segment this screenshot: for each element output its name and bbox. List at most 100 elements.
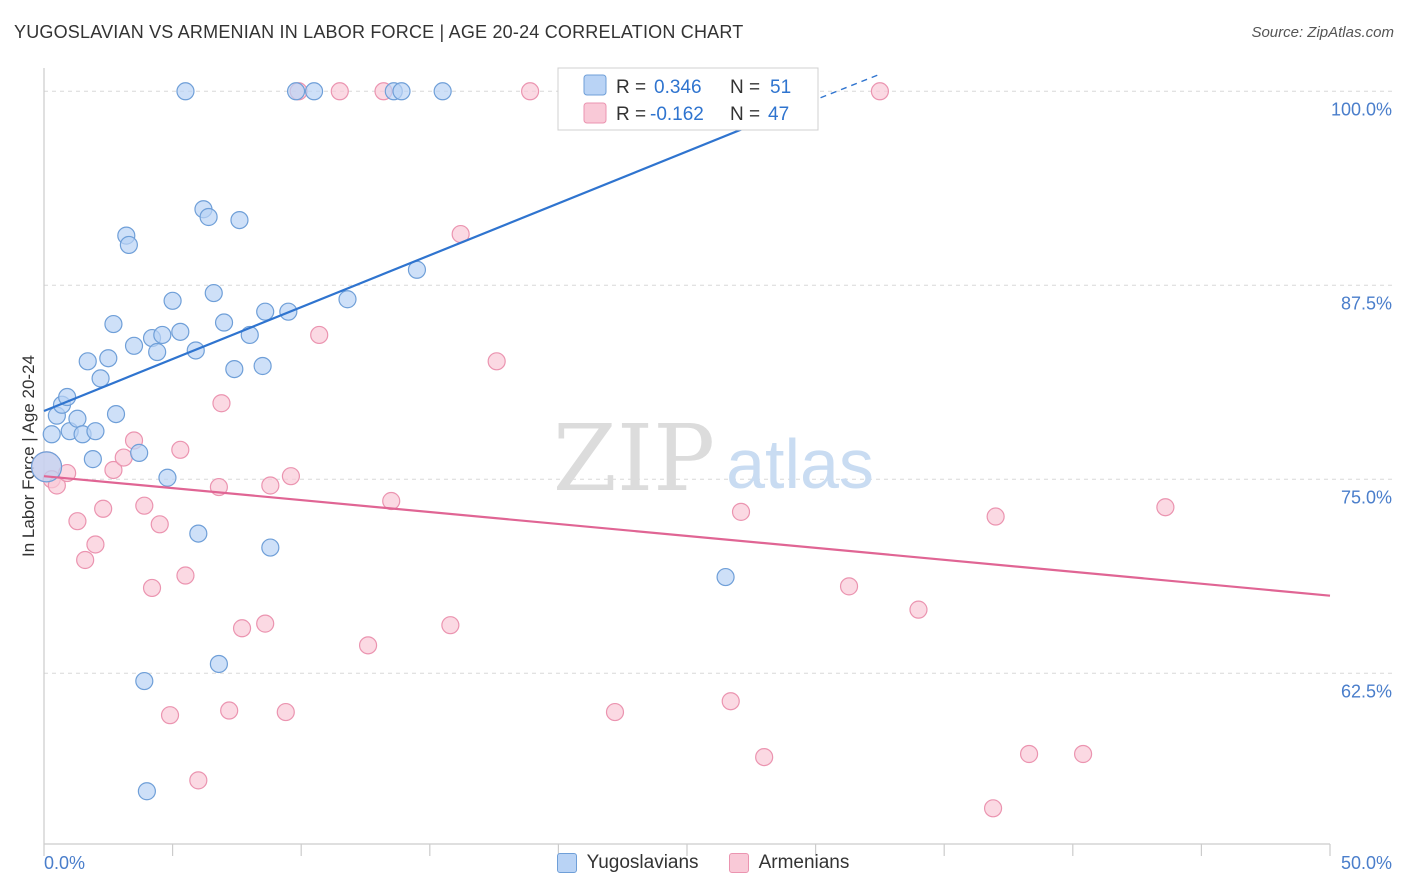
series-legend: Yugoslavians Armenians — [0, 852, 1406, 874]
armenians-point — [755, 747, 774, 767]
yugoslavians-point — [163, 291, 182, 310]
watermark: ZIP atlas — [553, 405, 874, 512]
legend-label-armenians: Armenians — [758, 852, 850, 873]
legend-swatch-pink — [583, 102, 607, 124]
armenians-point — [276, 702, 295, 722]
legend-r-value-pink: -0.162 — [650, 104, 704, 125]
y-tick-label: 75.0% — [1341, 487, 1392, 507]
trend-line-yugoslavians — [43, 108, 791, 413]
yugoslavians-point — [148, 342, 167, 362]
armenians-point — [521, 82, 540, 101]
armenians-point — [731, 502, 751, 521]
armenians-point — [104, 460, 123, 480]
legend-swatch-yugoslavians — [556, 853, 577, 873]
armenians-point — [310, 325, 329, 345]
armenians-point — [358, 636, 378, 655]
armenians-point — [171, 440, 190, 459]
yugoslavians-point — [104, 314, 123, 334]
yugoslavians-point — [153, 325, 172, 345]
legend-r-label-pink: R = — [616, 104, 646, 125]
yugoslavians-point — [119, 235, 138, 255]
yugoslavians-point — [83, 450, 102, 469]
yugoslavians-point — [392, 82, 411, 101]
yugoslavians-point — [433, 82, 452, 101]
yugoslavians-point — [225, 359, 244, 379]
x-tick-labels: 0.0% 50.0% — [44, 853, 1392, 873]
armenians-point — [986, 507, 1005, 526]
yugoslavians-point — [91, 369, 110, 388]
legend-n-label-pink: N = — [730, 104, 760, 125]
armenians-point — [135, 496, 154, 515]
yugoslavians-point — [261, 538, 280, 557]
legend-r-value-blue: 0.346 — [654, 77, 702, 98]
armenians-point — [76, 550, 95, 570]
yugoslavians-point — [130, 443, 149, 462]
armenians-point — [256, 614, 275, 633]
y-tick-labels: 100.0% 87.5% 75.0% 62.5% — [1331, 99, 1392, 701]
yugoslavians-point — [158, 468, 177, 487]
x-tick-label-min: 0.0% — [44, 853, 85, 873]
legend-item-yugoslavians: Yugoslavians — [556, 852, 699, 874]
armenians-point — [86, 535, 105, 554]
watermark-zip: ZIP — [553, 405, 715, 512]
yugoslavians-point — [209, 654, 228, 674]
armenians-point — [212, 394, 231, 413]
armenians-point — [721, 692, 740, 711]
armenians-point — [605, 702, 625, 722]
yugoslavians-point — [99, 349, 118, 368]
trend-line-armenians — [43, 475, 1331, 597]
armenians-point — [176, 566, 195, 585]
armenians-point — [909, 600, 928, 619]
armenians-point — [1073, 744, 1093, 764]
chart-title: YUGOSLAVIAN VS ARMENIAN IN LABOR FORCE |… — [14, 22, 744, 42]
yugoslavians-point — [68, 409, 87, 428]
x-tick-label-max: 50.0% — [1341, 853, 1392, 873]
yugoslavians-point — [338, 290, 357, 309]
correlation-legend: R = 0.346 N = 51 R = -0.162 N = 47 — [557, 67, 819, 131]
armenians-point — [68, 512, 87, 531]
legend-r-label-blue: R = — [616, 77, 646, 98]
yugoslavians-point — [189, 524, 208, 543]
armenians-point — [114, 448, 133, 467]
yugoslavians-point — [214, 313, 234, 332]
yugoslavians-point — [304, 82, 324, 101]
armenians-point — [232, 619, 252, 638]
legend-swatch-blue — [583, 74, 607, 96]
yugoslavians-point — [256, 302, 275, 321]
yugoslavians-point — [716, 567, 735, 587]
armenians-point — [441, 616, 460, 635]
source-credit: Source: ZipAtlas.com — [1251, 24, 1394, 41]
yugoslavians-point — [230, 210, 249, 230]
legend-n-label-blue: N = — [730, 77, 760, 98]
legend-label-yugoslavians: Yugoslavians — [586, 852, 699, 873]
armenians-point — [160, 706, 180, 725]
armenians-point — [150, 515, 169, 534]
yugoslavians-point — [199, 207, 218, 227]
yugoslavians-point — [58, 387, 77, 407]
armenians-point — [261, 476, 280, 495]
yugoslavians-point — [42, 425, 61, 444]
gridlines — [44, 90, 1392, 674]
trend-lines — [43, 73, 1331, 597]
yugoslavians-point — [253, 356, 272, 376]
y-tick-label: 62.5% — [1341, 681, 1392, 701]
armenians-point — [220, 701, 239, 720]
yugoslavians-point — [124, 336, 144, 355]
legend-item-armenians: Armenians — [728, 852, 850, 874]
yugoslavians-point — [171, 322, 190, 341]
yugoslavians-point — [286, 82, 306, 101]
armenians-point — [839, 577, 859, 596]
armenians-point — [1156, 498, 1175, 517]
armenians-point — [189, 771, 208, 790]
armenians-point — [1019, 744, 1039, 764]
y-tick-label: 100.0% — [1331, 99, 1392, 119]
yugoslavians-point — [30, 451, 63, 483]
yugoslavians-point — [137, 782, 156, 801]
y-tick-label: 87.5% — [1341, 293, 1392, 313]
yugoslavians-point — [78, 352, 97, 371]
series-yugoslavians — [30, 82, 735, 801]
yugoslavians-point — [106, 404, 126, 424]
armenians-point — [983, 799, 1003, 818]
legend-n-value-pink: 47 — [768, 104, 789, 125]
